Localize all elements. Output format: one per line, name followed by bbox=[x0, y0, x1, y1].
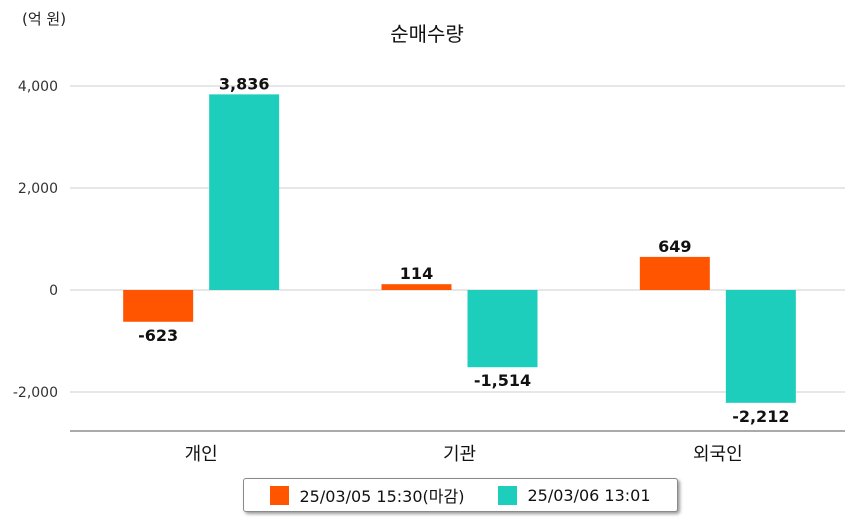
legend: 25/03/05 15:30(마감) 25/03/06 13:01 bbox=[243, 478, 678, 512]
bar bbox=[467, 290, 538, 368]
y-tick-label: -2,000 bbox=[13, 385, 58, 401]
chart-title: 순매수량 bbox=[390, 22, 464, 46]
bar bbox=[725, 290, 796, 403]
x-tick-label: 외국인 bbox=[693, 444, 743, 465]
data-label: 114 bbox=[400, 264, 433, 283]
data-label: -2,212 bbox=[732, 407, 789, 426]
unit-label: (억 원) bbox=[22, 10, 67, 28]
legend-label-series-1: 25/03/05 15:30(마감) bbox=[299, 487, 465, 506]
data-label: -1,514 bbox=[474, 371, 531, 390]
bar bbox=[381, 284, 452, 290]
legend-item-series-1[interactable]: 25/03/05 15:30(마감) bbox=[270, 483, 464, 507]
legend-item-series-2[interactable]: 25/03/06 13:01 bbox=[498, 485, 651, 505]
data-label: 649 bbox=[658, 237, 691, 256]
x-tick-label: 개인 bbox=[185, 444, 218, 465]
legend-label-series-2: 25/03/06 13:01 bbox=[527, 485, 651, 505]
y-tick-label: 0 bbox=[49, 283, 58, 299]
y-tick-label: 4,000 bbox=[18, 79, 58, 95]
data-label: -623 bbox=[138, 326, 178, 345]
legend-swatch-series-2 bbox=[498, 485, 518, 505]
y-tick-label: 2,000 bbox=[18, 181, 58, 197]
x-tick-label: 기관 bbox=[443, 444, 476, 465]
bar bbox=[209, 94, 280, 290]
data-label: 3,836 bbox=[219, 74, 270, 93]
bar bbox=[639, 256, 710, 290]
bar bbox=[123, 290, 194, 322]
legend-swatch-series-1 bbox=[270, 485, 290, 505]
